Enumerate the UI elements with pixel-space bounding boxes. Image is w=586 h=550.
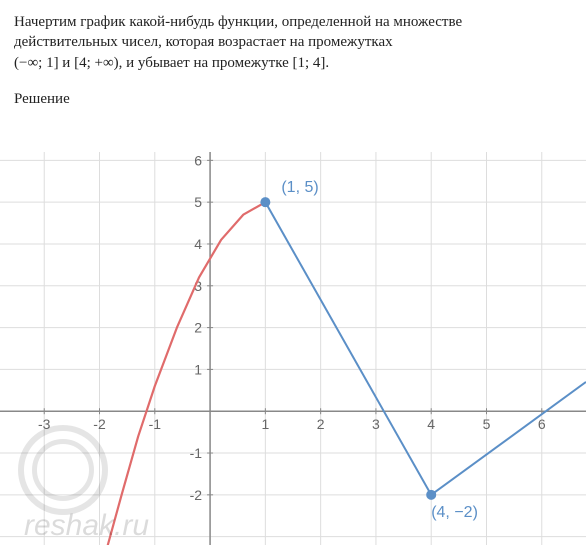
solution-heading: Решение bbox=[14, 91, 572, 108]
svg-text:2: 2 bbox=[317, 416, 325, 432]
problem-line-2: действительных чисел, которая возрастает… bbox=[14, 32, 572, 52]
svg-text:(4, −2): (4, −2) bbox=[431, 504, 478, 521]
svg-text:6: 6 bbox=[538, 416, 546, 432]
svg-text:2: 2 bbox=[194, 320, 202, 336]
svg-text:-1: -1 bbox=[149, 416, 162, 432]
svg-text:3: 3 bbox=[372, 416, 380, 432]
svg-text:4: 4 bbox=[427, 416, 435, 432]
function-chart: -3-2-1123456-2-1123456(1, 5)(4, −2) bbox=[0, 152, 586, 545]
problem-line-3: (−∞; 1] и [4; +∞), и убывает на промежут… bbox=[14, 53, 572, 73]
svg-text:1: 1 bbox=[194, 361, 202, 377]
svg-text:5: 5 bbox=[194, 194, 202, 210]
problem-line-1: Начертим график какой-нибудь функции, оп… bbox=[14, 12, 572, 32]
svg-text:-3: -3 bbox=[38, 416, 51, 432]
svg-text:1: 1 bbox=[261, 416, 269, 432]
svg-text:5: 5 bbox=[483, 416, 491, 432]
svg-text:-1: -1 bbox=[190, 445, 203, 461]
problem-statement: Начертим график какой-нибудь функции, оп… bbox=[14, 12, 572, 73]
svg-text:-2: -2 bbox=[93, 416, 106, 432]
svg-text:4: 4 bbox=[194, 236, 202, 252]
svg-text:6: 6 bbox=[194, 152, 202, 168]
svg-text:(1, 5): (1, 5) bbox=[281, 179, 318, 196]
svg-text:-2: -2 bbox=[190, 487, 203, 503]
